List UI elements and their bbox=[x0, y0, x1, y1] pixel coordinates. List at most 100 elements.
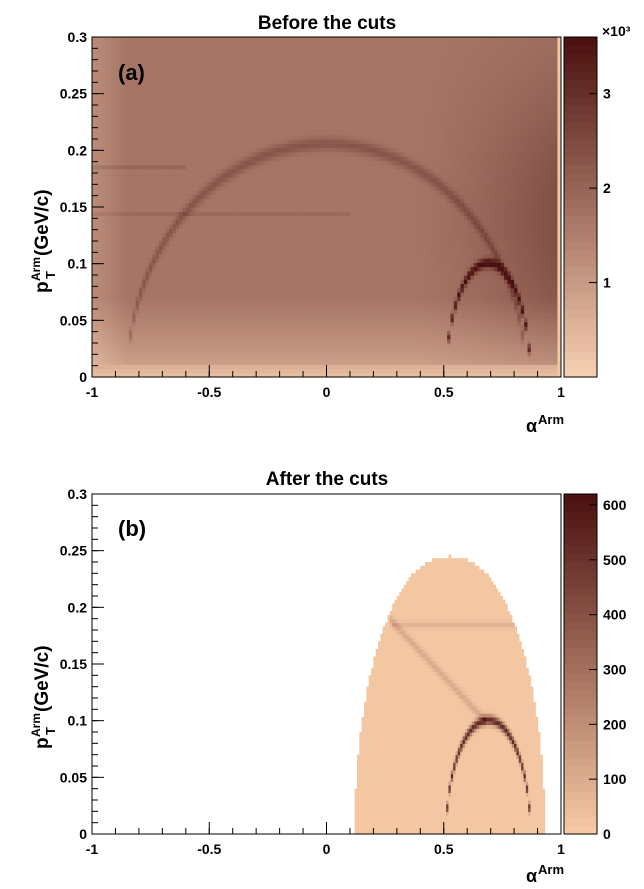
panel-a-heatmap-cell bbox=[450, 330, 455, 336]
panel-a-heatmap-cell bbox=[356, 351, 361, 357]
panel-a-heatmap-cell bbox=[169, 338, 173, 344]
panel-a-heatmap-cell bbox=[215, 326, 220, 331]
panel-a-heatmap-cell bbox=[504, 347, 508, 353]
panel-a-heatmap-cell bbox=[226, 330, 230, 336]
panel-a-heatmap-cell bbox=[98, 351, 103, 357]
panel-a-heatmap-cell bbox=[349, 347, 354, 353]
panel-a-heatmap-cell bbox=[252, 330, 257, 336]
panel-a-heatmap-cell bbox=[380, 355, 385, 361]
panel-a-heatmap-cell bbox=[286, 355, 291, 361]
panel-a-heatmap-cell bbox=[460, 368, 465, 374]
panel-a-heatmap-cell bbox=[246, 347, 251, 353]
panel-a-heatmap-cell bbox=[289, 368, 294, 374]
panel-a-heatmap-cell bbox=[319, 343, 324, 348]
panel-a-heatmap-cell bbox=[447, 330, 452, 336]
panel-a-heatmap-cell bbox=[550, 368, 555, 374]
panel-a-heatmap-cell bbox=[256, 372, 261, 378]
panel-a-heatmap-cell bbox=[433, 351, 438, 357]
panel-a-heatmap-cell bbox=[266, 338, 271, 344]
panel-a-heatmap-cell bbox=[202, 372, 207, 378]
panel-a-heatmap-cell bbox=[276, 334, 281, 340]
panel-a-heatmap-cell bbox=[306, 338, 311, 344]
panel-a-heatmap-cell bbox=[370, 330, 374, 336]
panel-a-heatmap-cell bbox=[494, 334, 498, 340]
panel-a-heatmap-cell bbox=[473, 368, 478, 374]
panel-a-heatmap-cell bbox=[383, 368, 388, 374]
panel-a-heatmap-cell bbox=[360, 364, 364, 370]
panel-a-heatmap-cell bbox=[195, 372, 200, 378]
panel-a-heatmap-cell bbox=[390, 343, 395, 348]
panel-a-heatmap-cell bbox=[165, 372, 170, 378]
panel-a-heatmap-cell bbox=[128, 368, 133, 374]
panel-a-heatmap-cell bbox=[463, 334, 468, 340]
panel-a-heatmap-cell bbox=[463, 343, 468, 348]
panel-a-heatmap-cell bbox=[306, 326, 311, 331]
panel-a-heatmap-cell bbox=[132, 372, 137, 378]
panel-a-heatmap-cell bbox=[115, 355, 120, 361]
panel-a-heatmap-cell bbox=[195, 334, 200, 340]
panel-a-heatmap-cell bbox=[205, 347, 210, 353]
panel-a-heatmap-cell bbox=[202, 334, 207, 340]
panel-a-heatmap-cell bbox=[155, 355, 160, 361]
panel-a-heatmap-cell bbox=[356, 338, 361, 344]
panel-a-heatmap-cell bbox=[232, 360, 237, 365]
panel-a-heatmap-cell bbox=[380, 364, 385, 370]
panel-a-heatmap-cell bbox=[256, 330, 261, 336]
panel-a-heatmap-cell bbox=[360, 334, 364, 340]
panel-a-heatmap-cell bbox=[420, 347, 425, 353]
panel-a-heatmap-cell bbox=[554, 368, 559, 374]
panel-a-heatmap-cell bbox=[313, 355, 318, 361]
panel-a-heatmap-cell bbox=[386, 368, 391, 374]
panel-a-heatmap-cell bbox=[165, 364, 170, 370]
panel-a-heatmap-cell bbox=[135, 347, 140, 353]
panel-a-heatmap-cell bbox=[252, 351, 257, 357]
panel-a-heatmap-cell bbox=[135, 326, 140, 331]
panel-a-heatmap-cell bbox=[269, 364, 274, 370]
panel-a-heatmap-cell bbox=[226, 364, 230, 370]
panel-a-heatmap-cell bbox=[390, 347, 395, 353]
panel-a-heatmap-cell bbox=[115, 326, 120, 331]
panel-a-heatmap-cell bbox=[299, 334, 304, 340]
panel-a-heatmap-cell bbox=[386, 347, 391, 353]
panel-a-heatmap-cell bbox=[316, 343, 321, 348]
panel-a-heatmap-cell bbox=[226, 351, 230, 357]
panel-a-heatmap-cell bbox=[507, 326, 512, 331]
panel-a-heatmap-cell bbox=[279, 338, 284, 344]
panel-a-heatmap-cell bbox=[363, 355, 368, 361]
panel-a-heatmap-cell bbox=[373, 351, 378, 357]
panel-a-heatmap-cell bbox=[410, 347, 415, 353]
panel-a-heatmap-cell bbox=[437, 347, 441, 353]
panel-a-heatmap-cell bbox=[437, 334, 441, 340]
panel-a-heatmap-cell bbox=[376, 334, 381, 340]
panel-a-heatmap-cell bbox=[507, 364, 512, 370]
panel-a-heatmap-cell bbox=[148, 368, 153, 374]
panel-a-heatmap-cell bbox=[406, 347, 411, 353]
panel-a-heatmap-cell bbox=[249, 343, 254, 348]
panel-a-heatmap-cell bbox=[289, 343, 294, 348]
panel-a-heatmap-cell bbox=[276, 355, 281, 361]
panel-a-heatmap-cell bbox=[440, 364, 445, 370]
panel-a-heatmap-cell bbox=[416, 360, 421, 365]
panel-a-heatmap-cell bbox=[252, 334, 257, 340]
panel-a-heatmap-cell bbox=[500, 368, 505, 374]
panel-a-heatmap-cell bbox=[520, 355, 525, 361]
panel-a-heatmap-cell bbox=[370, 351, 374, 357]
panel-a-heatmap-cell bbox=[453, 368, 458, 374]
panel-a-heatmap-cell bbox=[165, 351, 170, 357]
panel-a-heatmap-cell bbox=[329, 364, 334, 370]
panel-a-heatmap-cell bbox=[279, 343, 284, 348]
panel-a-heatmap-cell bbox=[185, 330, 190, 336]
panel-a-heatmap-cell bbox=[189, 347, 194, 353]
panel-a-heatmap-cell bbox=[219, 351, 224, 357]
panel-a-heatmap-cell bbox=[487, 368, 492, 374]
panel-a-heatmap-cell bbox=[279, 334, 284, 340]
panel-a-heatmap-cell bbox=[132, 326, 137, 331]
panel-a-heatmap-cell bbox=[500, 355, 505, 361]
panel-a-heatmap-cell bbox=[450, 334, 455, 340]
panel-a-heatmap-cell bbox=[155, 343, 160, 348]
panel-a-heatmap-cell bbox=[289, 372, 294, 378]
panel-a-heatmap-cell bbox=[199, 351, 204, 357]
panel-a-heatmap-cell bbox=[396, 347, 401, 353]
panel-a-heatmap-cell bbox=[473, 347, 478, 353]
panel-a-heatmap-cell bbox=[185, 372, 190, 378]
